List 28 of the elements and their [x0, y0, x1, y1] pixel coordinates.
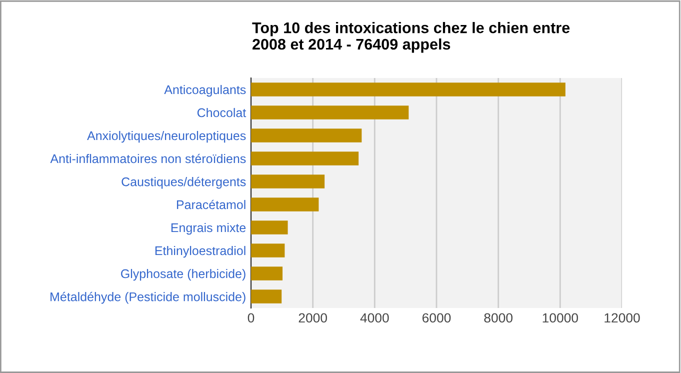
bar	[251, 82, 566, 96]
y-tick-label: Chocolat	[197, 108, 246, 118]
bar	[251, 266, 283, 280]
bar	[251, 290, 282, 304]
bar	[251, 106, 409, 120]
x-tick-label: 0	[248, 313, 254, 323]
chart-title: Top 10 des intoxications chez le chien entre 2008 et 2014 - 76409 appels	[252, 22, 570, 53]
bar	[251, 244, 285, 258]
y-tick-label: Paracétamol	[176, 200, 246, 210]
y-tick-label: Anti-inflammatoires non stéroïdiens	[50, 154, 246, 164]
y-tick-label: Engrais mixte	[171, 222, 246, 235]
bar	[251, 198, 319, 212]
y-tick-label: Anticoagulants	[164, 84, 246, 97]
x-tick-label: 2000	[298, 313, 327, 323]
bar	[251, 128, 362, 142]
y-tick-label: Caustiques/détergents	[122, 176, 246, 189]
x-tick-label: 12000	[604, 313, 640, 323]
bar	[251, 152, 359, 166]
bar	[251, 220, 288, 234]
x-tick-label: 6000	[422, 313, 451, 323]
y-tick-label: Anxiolytiques/neuroleptiques	[87, 130, 246, 143]
x-tick-label: 4000	[360, 313, 389, 323]
bar	[251, 174, 325, 188]
x-tick-label: 10000	[542, 313, 578, 323]
y-tick-label: Ethinyloestradiol	[155, 246, 246, 258]
y-tick-label: Métaldéhyde (Pesticide molluscide)	[50, 292, 246, 304]
x-tick-label: 8000	[484, 313, 512, 323]
y-tick-label: Glyphosate (herbicide)	[121, 268, 246, 281]
